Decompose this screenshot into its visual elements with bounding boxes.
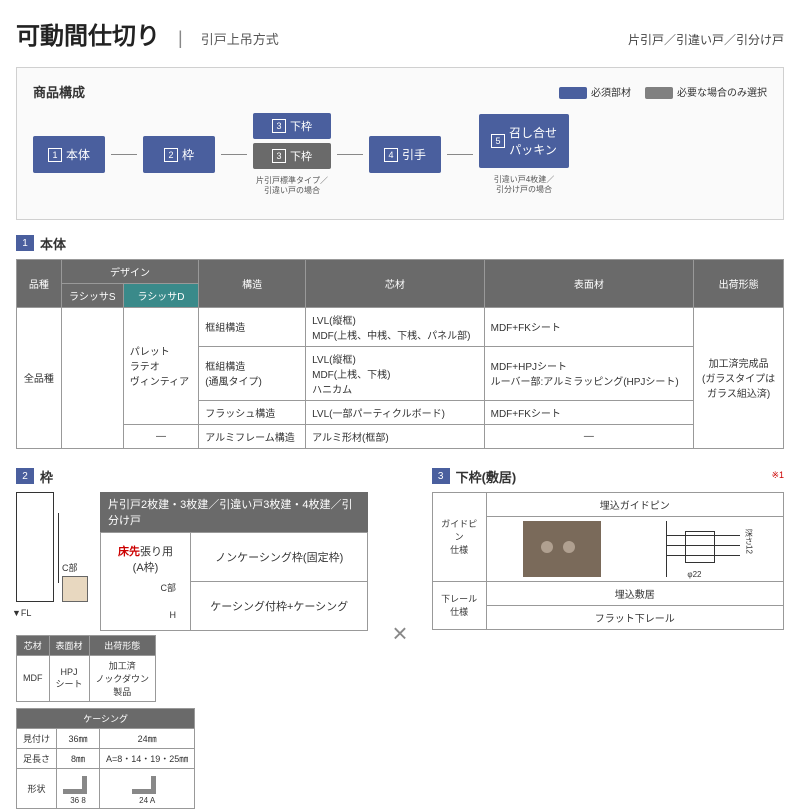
shape-diagram-1 (63, 772, 93, 794)
legend: 必須部材 必要な場合のみ選択 (559, 84, 767, 99)
page-subtitle: 引戸上吊方式 (201, 29, 279, 48)
section-2: 2枠 C部 ▼FL 片引戸2枚建・3枚建／引違い戸3枚建・4枚建／引分け戸 床先… (16, 459, 368, 809)
door-diagram: C部 ▼FL (16, 492, 88, 618)
door-types: 片引戸／引違い戸／引分け戸 (628, 31, 784, 48)
composition-title: 商品構成 (33, 82, 85, 101)
swatch-required (559, 87, 587, 99)
node-handle: 4引手 (369, 136, 441, 173)
material-table: 芯材表面材出荷形態 MDFHPJ シート加工済 ノックダウン 製品 (16, 635, 156, 702)
node-sill-a: 3下枠 (253, 113, 331, 139)
sill-table: ガイドピン 仕様 埋込ガイドピン φ22 深さ12 下レール 仕様 埋込敷居 (432, 492, 784, 630)
flow-diagram: 1本体 2枠 3下枠 3下枠 片引戸標準タイプ／ 引違い戸の場合 4引手 5召し… (33, 113, 767, 197)
node-frame: 2枠 (143, 136, 215, 173)
cross-icon: × (386, 618, 413, 649)
casing-table: ケーシング 見付け36㎜24㎜ 足長さ8㎜A=8・14・19・25㎜ 形状 36… (16, 708, 195, 809)
composition-panel: 商品構成 必須部材 必要な場合のみ選択 1本体 2枠 3下枠 3下枠 片引戸標準… (16, 67, 784, 220)
packing-caption: 引違い戸4枚建／ 引分け戸の場合 (494, 175, 554, 196)
node-packing: 5召し合せ パッキン (479, 114, 569, 168)
node-body: 1本体 (33, 136, 105, 173)
sill-caption: 片引戸標準タイプ／ 引違い戸の場合 (256, 176, 328, 197)
body-spec-table: 品種 デザイン 構造 芯材 表面材 出荷形態 ラシッサSラシッサD 全品種 パレ… (16, 259, 784, 449)
section-1-head: 1 本体 (16, 234, 784, 253)
guide-pin-photo (523, 521, 601, 577)
divider: | (178, 28, 183, 49)
swatch-optional (645, 87, 673, 99)
page-title: 可動間仕切り (16, 16, 160, 51)
shape-diagram-2 (132, 772, 162, 794)
frame-option-table: 床先張り用(A枠)C部H ノンケーシング枠(固定枠) ケーシング付枠+ケーシング (100, 532, 368, 631)
frame-tab-header: 片引戸2枚建・3枚建／引違い戸3枚建・4枚建／引分け戸 (100, 492, 368, 532)
guide-pin-diagram: φ22 深さ12 (666, 521, 746, 577)
section-3: 3下枠(敷居) ※1 ガイドピン 仕様 埋込ガイドピン φ22 深さ12 (432, 459, 784, 809)
node-sill-b: 3下枠 (253, 143, 331, 169)
page-header: 可動間仕切り | 引戸上吊方式 片引戸／引違い戸／引分け戸 (16, 16, 784, 51)
